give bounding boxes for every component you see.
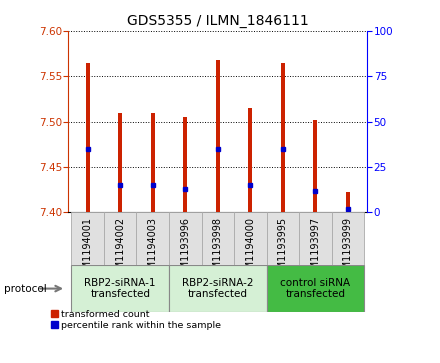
Text: GSM1194000: GSM1194000: [246, 217, 255, 282]
Text: GSM1194003: GSM1194003: [148, 217, 158, 282]
Text: protocol: protocol: [4, 284, 47, 294]
Text: GSM1193995: GSM1193995: [278, 217, 288, 282]
Text: RBP2-siRNA-1
transfected: RBP2-siRNA-1 transfected: [84, 278, 156, 299]
Bar: [234, 212, 267, 265]
Bar: [86, 62, 90, 212]
Bar: [104, 212, 136, 265]
Bar: [281, 62, 285, 212]
Text: GSM1193997: GSM1193997: [310, 217, 320, 282]
Title: GDS5355 / ILMN_1846111: GDS5355 / ILMN_1846111: [127, 15, 309, 28]
Bar: [299, 212, 332, 265]
Text: RBP2-siRNA-2
transfected: RBP2-siRNA-2 transfected: [182, 278, 253, 299]
Bar: [332, 212, 364, 265]
Bar: [267, 212, 299, 265]
Text: GSM1193996: GSM1193996: [180, 217, 190, 282]
Bar: [169, 265, 267, 312]
Bar: [71, 265, 169, 312]
Bar: [346, 192, 350, 212]
Text: control siRNA
transfected: control siRNA transfected: [280, 278, 350, 299]
Bar: [169, 212, 202, 265]
Bar: [216, 60, 220, 212]
Bar: [136, 212, 169, 265]
Bar: [313, 120, 317, 212]
Bar: [248, 108, 252, 212]
Bar: [202, 212, 234, 265]
Bar: [71, 212, 104, 265]
Text: GSM1193998: GSM1193998: [213, 217, 223, 282]
Bar: [267, 265, 364, 312]
Text: GSM1194001: GSM1194001: [83, 217, 93, 282]
Text: GSM1193999: GSM1193999: [343, 217, 353, 282]
Bar: [183, 117, 187, 212]
Bar: [118, 113, 122, 212]
Bar: [151, 113, 155, 212]
Text: GSM1194002: GSM1194002: [115, 217, 125, 282]
Legend: transformed count, percentile rank within the sample: transformed count, percentile rank withi…: [51, 310, 221, 330]
